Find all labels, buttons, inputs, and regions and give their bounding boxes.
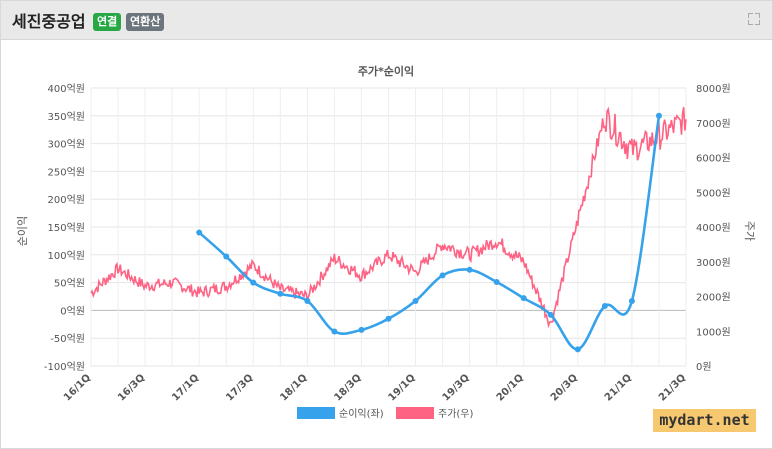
net-income-point[interactable] (547, 311, 554, 318)
company-title: 세진중공업 (12, 12, 86, 31)
left-tick-label: 50억원 (54, 278, 85, 290)
series-layer (90, 106, 687, 353)
net-income-point[interactable] (466, 266, 473, 273)
watermark: mydart.net (653, 409, 756, 432)
legend-swatch (396, 407, 434, 419)
left-tick-label: 400억원 (48, 83, 86, 95)
net-income-point[interactable] (655, 112, 662, 119)
net-income-point[interactable] (250, 279, 257, 286)
x-tick-label: 16/3Q (116, 372, 147, 403)
left-tick-label: 150억원 (48, 222, 86, 234)
net-income-line (198, 115, 661, 351)
left-tick-label: 350억원 (48, 111, 86, 123)
left-tick-label: -50억원 (50, 333, 85, 345)
annualized-badge[interactable]: 연환산 (126, 13, 165, 31)
left-tick-label: -100억원 (44, 361, 85, 373)
x-tick-label: 17/1Q (170, 372, 201, 403)
legend-label[interactable]: 주가(우) (438, 408, 474, 420)
net-income-point[interactable] (520, 295, 527, 302)
x-tick-label: 18/3Q (332, 372, 363, 403)
expand-icon[interactable] (748, 13, 760, 25)
right-tick-label: 5000원 (696, 187, 731, 199)
left-tick-label: 200억원 (48, 194, 86, 206)
net-income-point[interactable] (223, 253, 230, 260)
left-tick-label: 100억원 (48, 250, 86, 262)
net-income-point[interactable] (304, 297, 311, 304)
net-income-point[interactable] (196, 229, 203, 236)
net-income-point[interactable] (493, 279, 500, 286)
x-tick-label: 17/3Q (224, 372, 255, 403)
net-income-point[interactable] (277, 290, 284, 297)
x-tick-label: 20/3Q (549, 372, 580, 403)
legend[interactable]: 순이익(좌) 주가(우) (297, 407, 474, 420)
right-tick-label: 6000원 (696, 153, 731, 165)
consolidated-badge[interactable]: 연결 (93, 13, 122, 31)
net-income-point[interactable] (601, 302, 608, 309)
net-income-point[interactable] (331, 328, 338, 335)
x-tick-label: 18/1Q (278, 372, 309, 403)
x-tick-label: 21/1Q (603, 372, 634, 403)
x-tick-label: 19/3Q (441, 372, 472, 403)
x-axis: 16/1Q 16/3Q 17/1Q 17/3Q 18/1Q 18/3Q 19/1Q 19/3Q… (62, 372, 688, 403)
x-tick-label: 16/1Q (62, 372, 93, 403)
left-tick-label: 250억원 (48, 166, 86, 178)
right-axis: 8000원 7000원 6000원 5000원 4000원 3000원 2000원 1000원… (696, 83, 731, 373)
chart-title: 주가*순이익 (358, 64, 414, 78)
x-tick-label: 20/1Q (495, 372, 526, 403)
legend-label[interactable]: 순이익(좌) (339, 408, 384, 420)
right-tick-label: 1000원 (696, 326, 731, 338)
net-income-point[interactable] (628, 297, 635, 304)
net-income-point[interactable] (385, 315, 392, 322)
grid (90, 87, 687, 367)
card-header: 세진중공업 연결 연환산 (1, 1, 772, 40)
stock-price-line (90, 106, 687, 329)
left-tick-label: 0억원 (60, 305, 85, 317)
right-tick-label: 3000원 (696, 257, 731, 269)
legend-swatch (297, 407, 335, 419)
left-axis-label: 순이익 (16, 216, 29, 246)
stock-profit-chart: 주가*순이익 400억원 350억원 300억원 250억원 200억원 150억원 100… (16, 64, 756, 420)
left-axis: 400억원 350억원 300억원 250억원 200억원 150억원 100억원 50억원 0… (44, 83, 85, 373)
net-income-point[interactable] (574, 346, 581, 353)
x-tick-label: 21/3Q (657, 372, 688, 403)
x-tick-label: 19/1Q (387, 372, 418, 403)
net-income-point[interactable] (412, 297, 419, 304)
right-axis-label: 주가 (743, 221, 756, 241)
left-tick-label: 300억원 (48, 139, 86, 151)
right-tick-label: 8000원 (696, 83, 731, 95)
right-tick-label: 7000원 (696, 118, 731, 130)
right-tick-label: 2000원 (696, 292, 731, 304)
right-tick-label: 4000원 (696, 222, 731, 234)
right-tick-label: 0원 (696, 361, 712, 373)
net-income-point[interactable] (358, 326, 365, 333)
net-income-point[interactable] (439, 272, 446, 279)
